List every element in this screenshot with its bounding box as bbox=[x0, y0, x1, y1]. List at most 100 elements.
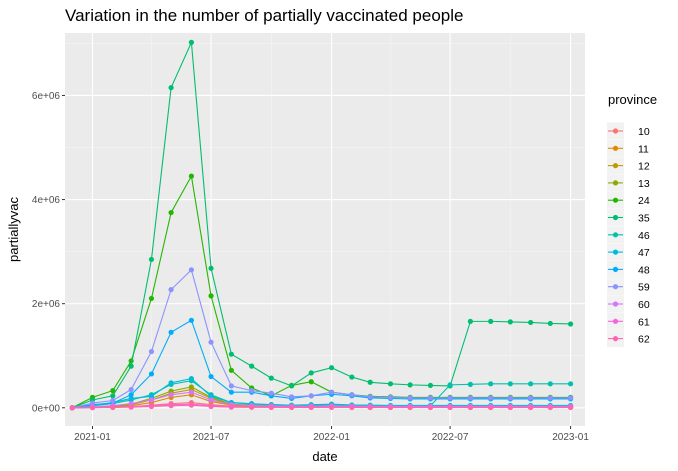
series-line-47 bbox=[72, 378, 571, 409]
legend-key-point bbox=[612, 128, 619, 134]
data-point-59 bbox=[567, 395, 574, 401]
data-point-59 bbox=[128, 386, 134, 393]
data-point-13 bbox=[188, 384, 194, 390]
data-point-59 bbox=[547, 395, 553, 401]
data-point-60 bbox=[148, 397, 155, 403]
data-point-62 bbox=[547, 404, 553, 411]
data-point-59 bbox=[367, 394, 373, 400]
data-point-48 bbox=[228, 389, 234, 395]
data-point-62 bbox=[308, 404, 314, 411]
data-point-35 bbox=[288, 383, 295, 389]
data-point-59 bbox=[228, 383, 234, 389]
legend-key-point bbox=[612, 145, 619, 151]
legend: province 10 11 12 13 24 35 46 47 48 59 60 61 62 bbox=[607, 92, 657, 348]
x-tick-label: 2023-01 bbox=[552, 432, 589, 443]
x-tick-label: 2022-01 bbox=[313, 432, 350, 443]
data-point-59 bbox=[507, 395, 513, 401]
series-59 bbox=[69, 267, 574, 411]
data-point-48 bbox=[188, 317, 194, 323]
legend-key-point bbox=[612, 266, 619, 272]
data-point-35 bbox=[367, 379, 373, 385]
data-point-59 bbox=[528, 395, 534, 401]
legend-key-point bbox=[612, 197, 619, 203]
x-axis: 2021-01 2021-07 2022-01 2022-07 2023-01 bbox=[74, 426, 589, 443]
data-point-62 bbox=[367, 404, 373, 411]
data-point-62 bbox=[268, 404, 274, 410]
chart-title: Variation in the number of partially vac… bbox=[65, 6, 463, 25]
data-point-48 bbox=[168, 329, 174, 335]
data-point-35 bbox=[268, 375, 274, 381]
data-point-46 bbox=[567, 381, 574, 387]
data-point-62 bbox=[228, 404, 234, 410]
y-tick-label: 0e+00 bbox=[32, 403, 61, 414]
data-point-59 bbox=[268, 390, 274, 396]
data-point-62 bbox=[447, 404, 453, 411]
data-point-62 bbox=[328, 404, 335, 410]
data-point-24 bbox=[188, 173, 194, 179]
legend-key-point bbox=[612, 318, 619, 324]
data-point-59 bbox=[427, 395, 434, 401]
data-point-62 bbox=[407, 404, 413, 411]
legend-label: 62 bbox=[638, 334, 650, 346]
data-point-35 bbox=[228, 351, 234, 357]
data-point-46 bbox=[528, 381, 534, 387]
legend-key-point bbox=[612, 336, 619, 342]
data-point-59 bbox=[89, 400, 96, 406]
data-point-62 bbox=[69, 405, 75, 411]
legend-label: 61 bbox=[638, 316, 650, 328]
data-point-35 bbox=[427, 382, 434, 388]
x-tick-label: 2021-07 bbox=[193, 432, 230, 443]
data-point-62 bbox=[387, 404, 394, 411]
legend-key-point bbox=[612, 249, 619, 255]
data-point-62 bbox=[128, 404, 134, 410]
data-point-62 bbox=[567, 404, 574, 411]
y-axis-title: partiallyvac bbox=[6, 196, 21, 262]
legend-key-point bbox=[612, 284, 619, 290]
data-point-47 bbox=[208, 393, 214, 399]
data-point-59 bbox=[467, 395, 473, 401]
legend-label: 13 bbox=[638, 178, 650, 190]
series-line-48 bbox=[72, 319, 571, 409]
data-point-62 bbox=[349, 404, 355, 411]
data-point-35 bbox=[467, 318, 473, 324]
data-point-35 bbox=[488, 318, 494, 324]
data-point-59 bbox=[308, 393, 314, 399]
data-point-46 bbox=[467, 381, 473, 387]
y-tick-label: 6e+06 bbox=[32, 91, 61, 102]
legend-label: 60 bbox=[638, 299, 650, 311]
series-line-62 bbox=[72, 404, 571, 409]
data-point-48 bbox=[128, 392, 134, 398]
data-point-59 bbox=[447, 395, 453, 401]
y-tick-label: 4e+06 bbox=[32, 195, 61, 206]
data-point-62 bbox=[110, 404, 116, 411]
data-point-24 bbox=[110, 388, 116, 394]
data-point-24 bbox=[148, 295, 155, 302]
data-point-62 bbox=[208, 403, 214, 410]
legend-label: 35 bbox=[638, 213, 650, 225]
data-point-59 bbox=[188, 267, 194, 273]
x-axis-title: date bbox=[312, 449, 337, 464]
legend-label: 48 bbox=[638, 264, 650, 276]
data-point-62 bbox=[467, 404, 473, 411]
data-point-35 bbox=[407, 382, 413, 388]
data-point-24 bbox=[168, 209, 174, 216]
data-point-60 bbox=[208, 397, 214, 403]
data-point-59 bbox=[208, 339, 214, 345]
y-tick-label: 2e+06 bbox=[32, 299, 61, 310]
data-point-62 bbox=[168, 403, 174, 409]
legend-label: 59 bbox=[638, 282, 650, 294]
data-point-62 bbox=[249, 404, 255, 410]
data-point-62 bbox=[488, 404, 494, 411]
data-point-35 bbox=[528, 319, 534, 326]
data-point-47 bbox=[128, 395, 134, 402]
legend-key-point bbox=[612, 232, 619, 238]
data-point-60 bbox=[188, 389, 194, 395]
legend-key-point bbox=[612, 301, 619, 307]
data-point-35 bbox=[507, 319, 513, 325]
data-point-62 bbox=[427, 404, 434, 411]
data-point-35 bbox=[188, 39, 194, 45]
data-point-35 bbox=[349, 374, 355, 380]
data-point-62 bbox=[528, 404, 534, 411]
data-point-35 bbox=[328, 365, 335, 371]
legend-title: province bbox=[608, 92, 657, 107]
